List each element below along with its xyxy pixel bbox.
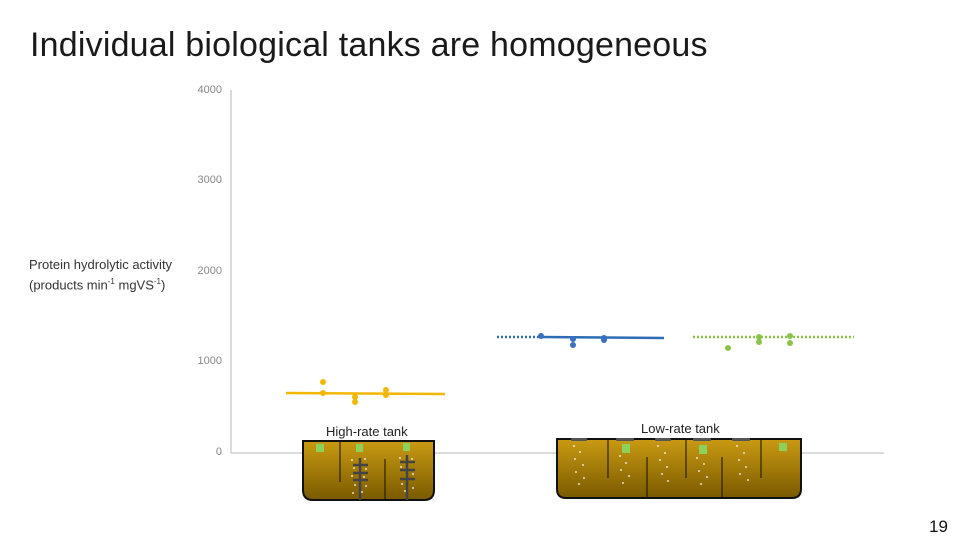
low-rate-tank-illustration (556, 438, 802, 499)
page-number: 19 (929, 517, 948, 536)
y-tick-0: 0 (215, 446, 222, 458)
series-high-rate (285, 379, 446, 405)
series-low-rate-green (693, 333, 854, 351)
high-rate-tank-label: High-rate tank (326, 424, 408, 439)
y-tick-2000: 2000 (197, 265, 222, 277)
y-tick-4000: 4000 (197, 84, 222, 96)
y-axis-label: Protein hydrolytic activity (products mi… (29, 256, 172, 293)
high-rate-tank-illustration (302, 440, 435, 501)
y-axis-label-line2: (products min-1 mgVS-1) (29, 277, 166, 293)
low-rate-tank-label: Low-rate tank (641, 421, 720, 436)
y-tick-1000: 1000 (197, 355, 222, 367)
slide-title: Individual biological tanks are homogene… (30, 26, 708, 64)
y-axis-label-line1: Protein hydrolytic activity (29, 257, 173, 272)
series-low-rate-blue (497, 333, 665, 348)
y-tick-3000: 3000 (197, 174, 222, 186)
